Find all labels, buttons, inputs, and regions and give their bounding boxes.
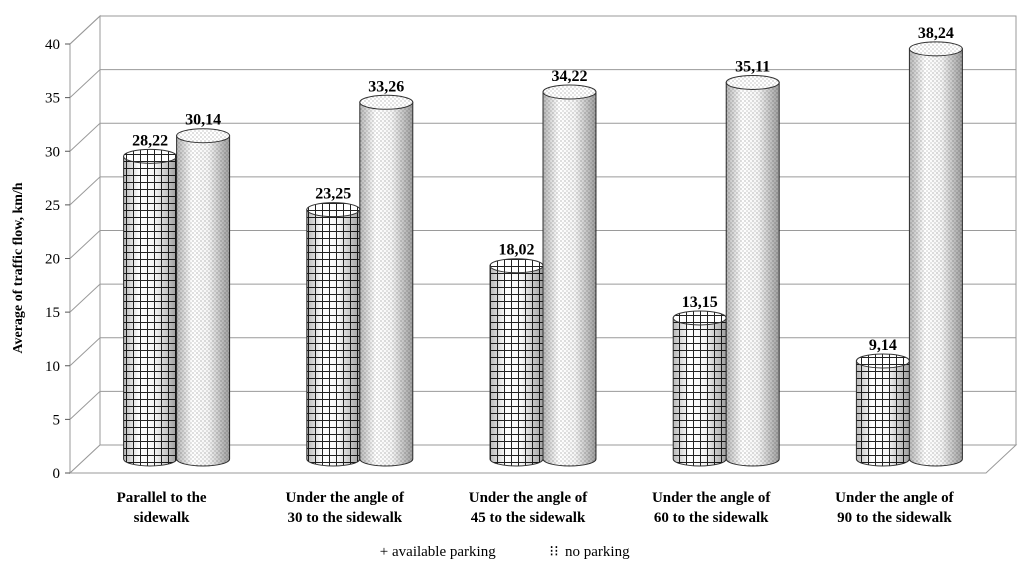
bar-top (123, 148, 178, 164)
bar-shading (726, 82, 780, 467)
bar-shading (856, 360, 910, 467)
y-axis: 0 5 10 15 20 25 30 35 40 (45, 15, 1016, 482)
y-tick-label: 10 (45, 359, 60, 375)
bar: 13,15 (672, 294, 727, 467)
gridline (69, 122, 1016, 152)
data-label: 30,14 (185, 112, 221, 129)
bar-shading (359, 102, 413, 467)
x-tick-label: Under the angle of 90 to the sidewalk (835, 490, 954, 526)
bar-shading (490, 265, 543, 467)
bar: 38,24 (908, 25, 963, 467)
x-tick-label: Under the angle of 30 to the sidewalk (286, 490, 405, 526)
bar-shading (543, 91, 596, 467)
bar-shading (176, 135, 230, 467)
legend: + available parking ⁝⁝ no parking (380, 544, 630, 560)
gridline (69, 283, 1016, 313)
bar: 9,14 (855, 337, 910, 467)
legend-label-no-parking: no parking (565, 544, 630, 560)
bar: 18,02 (489, 242, 544, 467)
gridline (69, 69, 1016, 98)
data-label: 33,26 (368, 78, 404, 95)
bar: 30,14 (176, 112, 231, 467)
bar: 33,26 (359, 78, 414, 467)
bar-shading (673, 317, 727, 467)
bar-top (855, 353, 910, 369)
y-tick-label: 40 (45, 37, 60, 53)
data-label: 18,02 (499, 242, 535, 259)
y-tick-label: 35 (45, 91, 60, 107)
legend-label-available-parking: available parking (392, 544, 496, 560)
bar: 34,22 (542, 68, 597, 467)
data-label: 9,14 (869, 337, 897, 354)
legend-item-available-parking: + available parking (380, 544, 496, 560)
bar: 23,25 (306, 186, 361, 467)
legend-item-no-parking: ⁝⁝ no parking (549, 544, 630, 560)
gridline (69, 176, 1016, 206)
bar-top (725, 74, 780, 90)
legend-marker-dots: ⁝⁝ (549, 544, 559, 560)
data-label: 35,11 (735, 58, 770, 75)
data-label: 28,22 (132, 132, 168, 149)
bar-top (908, 41, 963, 57)
y-tick-label: 5 (53, 412, 61, 428)
data-label: 34,22 (552, 68, 588, 85)
y-tick-label: 30 (45, 144, 60, 160)
y-tick-label: 20 (45, 252, 60, 268)
legend-marker-grid: + (380, 544, 388, 560)
bar-shading (123, 156, 177, 466)
bar-top (306, 202, 361, 218)
data-label: 38,24 (918, 25, 954, 42)
x-tick-label: Under the angle of 45 to the sidewalk (469, 490, 588, 526)
bar-top (176, 128, 231, 144)
gridline (69, 15, 1016, 45)
bar-top (542, 84, 597, 100)
data-label: 13,15 (682, 294, 718, 311)
bar: 28,22 (123, 132, 178, 467)
y-axis-label: Average of traffic flow, km/h (11, 182, 26, 353)
bar-top (489, 258, 544, 274)
x-tick-label: Parallel to the sidewalk (117, 490, 207, 526)
x-tick-label: Under the angle of 60 to the sidewalk (652, 490, 771, 526)
gridline (69, 230, 1016, 259)
bar: 35,11 (725, 58, 780, 467)
bar-top (672, 310, 727, 326)
bar-shading (909, 48, 963, 467)
y-tick-label: 15 (45, 305, 60, 321)
bar-shading (306, 209, 360, 467)
data-label: 23,25 (315, 186, 351, 203)
x-axis: Parallel to the sidewalk Under the angle o… (117, 490, 955, 526)
bars: 28,22 30,14 23,25 33,26 18,02 34,22 13,15 35,11… (123, 25, 963, 467)
y-tick-label: 0 (53, 466, 61, 482)
bar-top (359, 94, 414, 110)
y-tick-label: 25 (45, 198, 60, 214)
